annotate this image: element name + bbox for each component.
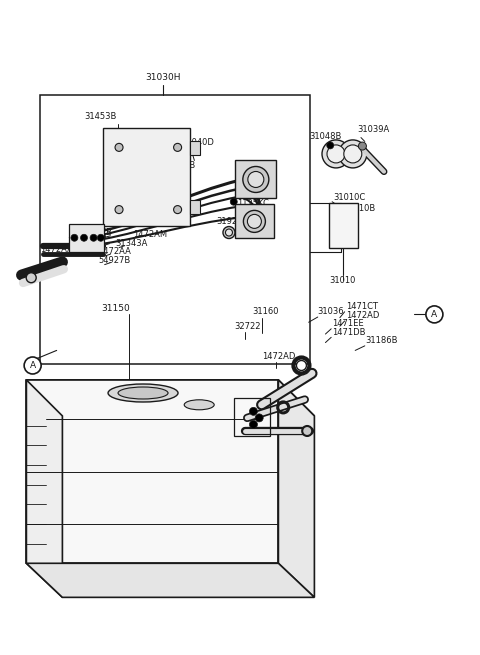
Polygon shape bbox=[26, 380, 278, 563]
Circle shape bbox=[230, 198, 237, 205]
Text: 31345: 31345 bbox=[67, 236, 94, 246]
Text: 31039A: 31039A bbox=[358, 125, 390, 134]
Bar bbox=[329, 203, 358, 248]
Circle shape bbox=[24, 357, 41, 374]
Text: 31453B: 31453B bbox=[84, 112, 116, 121]
Text: 1472AA: 1472AA bbox=[40, 245, 72, 254]
Text: 1125KC: 1125KC bbox=[237, 199, 268, 208]
Circle shape bbox=[26, 272, 36, 283]
Circle shape bbox=[174, 143, 181, 151]
Ellipse shape bbox=[118, 387, 168, 399]
Text: 31030H: 31030H bbox=[145, 73, 181, 82]
Text: 1471DB: 1471DB bbox=[332, 328, 366, 337]
Bar bbox=[40, 95, 310, 364]
Circle shape bbox=[115, 206, 123, 214]
Text: 31052B: 31052B bbox=[163, 160, 195, 170]
Circle shape bbox=[115, 143, 123, 151]
Text: 1472AM: 1472AM bbox=[133, 230, 168, 239]
Text: 1125AD: 1125AD bbox=[237, 191, 270, 200]
Circle shape bbox=[359, 142, 366, 150]
Text: 1471CT: 1471CT bbox=[346, 302, 378, 311]
Text: 32722: 32722 bbox=[234, 322, 261, 331]
Ellipse shape bbox=[108, 384, 178, 402]
Text: 1472AD: 1472AD bbox=[262, 352, 295, 362]
Circle shape bbox=[322, 140, 350, 168]
Bar bbox=[235, 204, 274, 238]
Bar bbox=[190, 141, 200, 155]
Text: 31186B: 31186B bbox=[366, 336, 398, 345]
Text: A: A bbox=[432, 310, 437, 319]
Circle shape bbox=[327, 145, 345, 163]
Bar bbox=[103, 128, 190, 226]
Ellipse shape bbox=[184, 400, 214, 410]
Text: 1327CB: 1327CB bbox=[79, 228, 112, 237]
Circle shape bbox=[255, 414, 263, 422]
Text: 31010C: 31010C bbox=[334, 193, 366, 202]
Circle shape bbox=[81, 234, 87, 241]
Text: 54927B: 54927B bbox=[98, 255, 131, 265]
Text: 31920: 31920 bbox=[216, 217, 242, 226]
Circle shape bbox=[97, 234, 104, 241]
Text: 1471EE: 1471EE bbox=[332, 319, 364, 328]
Circle shape bbox=[247, 214, 262, 229]
Circle shape bbox=[243, 166, 269, 193]
Text: 31040D: 31040D bbox=[181, 138, 214, 147]
Bar bbox=[235, 160, 276, 198]
Circle shape bbox=[174, 206, 181, 214]
Polygon shape bbox=[278, 380, 314, 597]
Text: 31010B: 31010B bbox=[343, 204, 375, 213]
Circle shape bbox=[327, 142, 334, 149]
Text: 31343A: 31343A bbox=[115, 238, 147, 248]
Circle shape bbox=[248, 172, 264, 187]
Bar bbox=[190, 200, 200, 214]
Polygon shape bbox=[26, 380, 62, 597]
Text: 1472AA: 1472AA bbox=[98, 247, 131, 256]
Text: 31010: 31010 bbox=[329, 276, 355, 285]
Text: 31048B: 31048B bbox=[310, 132, 342, 141]
Bar bbox=[234, 398, 270, 436]
Text: 31036: 31036 bbox=[317, 307, 343, 316]
Bar bbox=[69, 224, 104, 252]
Circle shape bbox=[243, 210, 265, 233]
Polygon shape bbox=[26, 380, 314, 416]
Circle shape bbox=[302, 426, 312, 436]
Circle shape bbox=[344, 145, 362, 163]
Text: 31160: 31160 bbox=[252, 307, 278, 316]
Circle shape bbox=[226, 229, 232, 236]
Circle shape bbox=[339, 140, 367, 168]
Circle shape bbox=[426, 306, 443, 323]
Circle shape bbox=[250, 407, 257, 415]
Circle shape bbox=[250, 421, 257, 428]
Circle shape bbox=[90, 234, 97, 241]
Polygon shape bbox=[26, 563, 314, 597]
Circle shape bbox=[297, 360, 306, 371]
Text: A: A bbox=[30, 361, 36, 370]
Text: 1472AD: 1472AD bbox=[346, 310, 379, 320]
Circle shape bbox=[71, 234, 78, 241]
Text: 31513A: 31513A bbox=[237, 208, 269, 217]
Text: 31150: 31150 bbox=[101, 304, 130, 313]
Circle shape bbox=[223, 227, 235, 238]
